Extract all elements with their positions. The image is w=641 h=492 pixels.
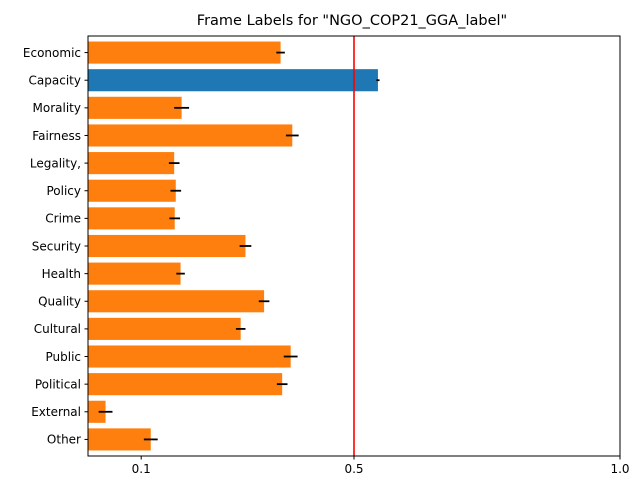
bar-legality [88, 152, 175, 175]
y-tick-label-health: Health [42, 267, 81, 281]
bar-crime [88, 207, 175, 230]
bar-security [88, 234, 246, 258]
bar-health [88, 262, 181, 285]
y-tick-label-external: External [31, 405, 81, 419]
y-tick-label-legality: Legality, [30, 156, 81, 170]
y-tick-label-policy: Policy [46, 184, 81, 198]
y-tick-label-other: Other [47, 433, 81, 447]
bar-cultural [88, 317, 241, 340]
bars-group [88, 41, 378, 451]
y-tick-label-political: Political [35, 377, 81, 391]
bar-political [88, 373, 283, 396]
y-tick-label-capacity: Capacity [29, 74, 81, 88]
y-tick-label-fairness: Fairness [32, 129, 81, 143]
x-axis: 0.1 0.5 1.0 [132, 456, 630, 476]
y-tick-label-public: Public [45, 350, 81, 364]
bar-economic [88, 41, 281, 64]
bar-capacity [88, 69, 378, 92]
y-tick-label-security: Security [32, 239, 81, 253]
bar-external [88, 400, 106, 423]
y-tick-label-economic: Economic [23, 46, 81, 60]
bar-policy [88, 179, 176, 202]
chart-title: Frame Labels for "NGO_COP21_GGA_label" [197, 13, 507, 29]
y-tick-label-morality: Morality [33, 101, 81, 115]
y-tick-label-crime: Crime [45, 212, 81, 226]
bar-public [88, 345, 291, 368]
x-tick-label: 0.1 [132, 462, 151, 476]
y-axis: Economic Capacity Morality Fairness Legality… [23, 46, 88, 447]
y-tick-label-cultural: Cultural [34, 322, 81, 336]
error-bars-group [98, 51, 380, 441]
x-tick-label: 1.0 [610, 462, 629, 476]
bar-other [88, 428, 151, 451]
bar-fairness [88, 124, 293, 147]
bar-quality [88, 290, 265, 313]
y-tick-label-quality: Quality [38, 295, 81, 309]
x-tick-label: 0.5 [344, 462, 363, 476]
bar-morality [88, 96, 182, 119]
